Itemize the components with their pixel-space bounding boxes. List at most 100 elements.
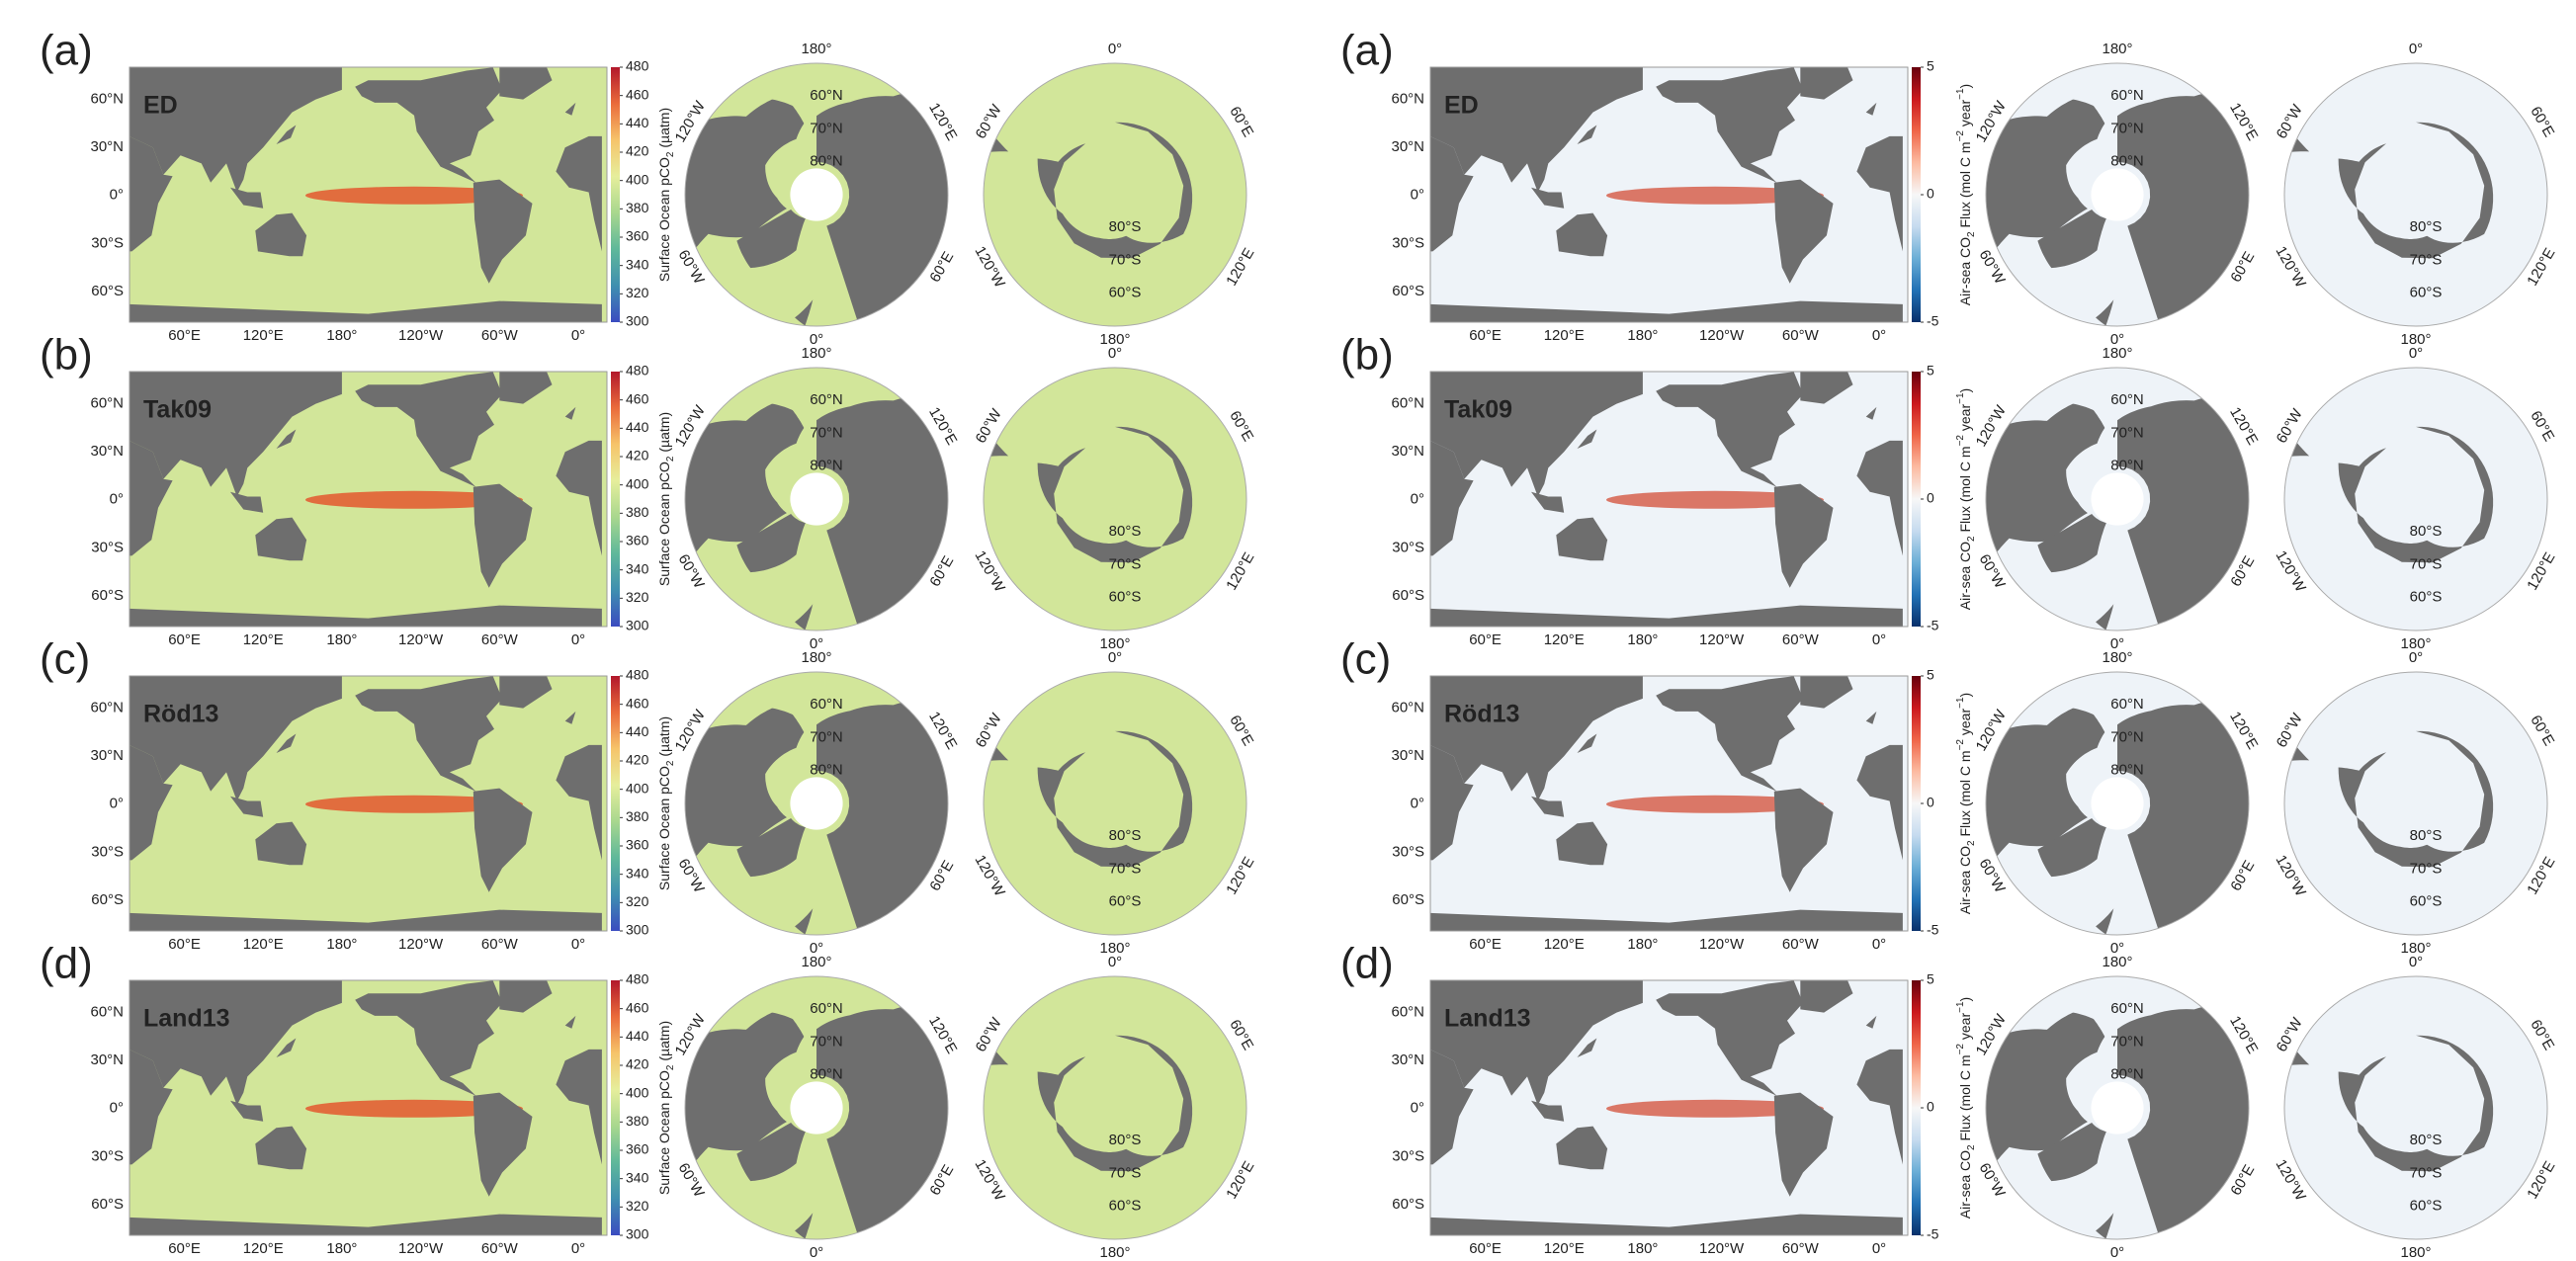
colorbar-tick-label: 320 <box>626 893 649 909</box>
polar-lat-label: 80°N <box>2110 1066 2144 1083</box>
lon-label: 0° <box>1872 327 1886 344</box>
lat-label: 60°N <box>1391 700 1424 716</box>
lon-label: 120°E <box>243 1240 284 1257</box>
map-row: (c)Röd1360°N30°N0°30°S60°S60°E120°E180°1… <box>1340 575 2558 986</box>
lon-label: 60°W <box>1782 327 1820 344</box>
lat-label: 30°S <box>1392 539 1424 555</box>
polar-lat-label: 80°N <box>810 153 843 170</box>
polar-lat-label: 70°N <box>810 120 843 136</box>
polar-lat-label: 80°N <box>810 1066 843 1083</box>
lat-label: 60°N <box>1391 395 1424 412</box>
label-part: (µatm) <box>656 1021 672 1065</box>
colorbar-tick-label: 420 <box>626 143 649 159</box>
polar-lat-label: 80°N <box>2110 153 2144 170</box>
lat-label: 0° <box>1411 1100 1424 1117</box>
label-part: year <box>1957 404 1973 435</box>
colorbar-tick-label: 320 <box>626 589 649 605</box>
lon-label: 0° <box>571 936 585 953</box>
polar-lat-label: 80°S <box>2410 218 2443 235</box>
label-part: Flux (mol C m <box>1957 1054 1973 1144</box>
polar-lat-label: 70°S <box>2410 1164 2443 1181</box>
colorbar <box>1912 676 1921 931</box>
polar-lon-label: 0° <box>2409 954 2423 970</box>
colorbar-tick-label: 440 <box>626 419 649 435</box>
lon-label: 120°W <box>398 936 444 953</box>
lon-label: 120°W <box>398 327 444 344</box>
colorbar-tick-label: 340 <box>626 865 649 881</box>
label-part: Air-sea CO <box>1957 542 1973 610</box>
panel-label: (c) <box>1340 635 1391 684</box>
colorbar-tick-label: 440 <box>626 115 649 130</box>
colorbar-tick-label: -5 <box>1927 618 1939 633</box>
colorbar-tick-label: 400 <box>626 780 649 796</box>
lon-label: 60°E <box>1469 631 1502 648</box>
colorbar-tick-label: 5 <box>1927 971 1934 987</box>
lat-label: 60°N <box>1391 91 1424 108</box>
lat-label: 60°S <box>91 1196 124 1213</box>
polar-lon-label: 180° <box>2102 649 2132 666</box>
lon-label: 120°W <box>1699 631 1745 648</box>
lon-label: 120°W <box>398 1240 444 1257</box>
polar-lon-label: 0° <box>1108 649 1122 666</box>
polar-lon-label: 180° <box>801 954 831 970</box>
polar-lat-label: 70°S <box>2410 555 2443 572</box>
polar-lat-label: 60°N <box>810 87 843 104</box>
colorbar-tick-label: 340 <box>626 256 649 272</box>
colorbar-tick-label: 5 <box>1927 58 1934 74</box>
panel-label: (c) <box>40 635 90 684</box>
colorbar-tick-label: 460 <box>626 999 649 1015</box>
polar-lat-label: 60°S <box>2410 589 2443 606</box>
colorbar-tick-label: 460 <box>626 390 649 406</box>
lon-label: 120°E <box>1544 1240 1585 1257</box>
lat-label: 30°N <box>90 138 124 155</box>
polar-lat-label: 70°N <box>810 424 843 441</box>
lat-label: 60°N <box>90 91 124 108</box>
dataset-name: Tak09 <box>143 396 212 424</box>
polar-lat-label: 70°S <box>1109 555 1142 572</box>
polar-lat-label: 70°S <box>2410 251 2443 268</box>
lat-label: 60°S <box>1392 891 1424 908</box>
polar-lon-label: 180° <box>1099 1244 1130 1261</box>
lon-label: 60°E <box>168 936 201 953</box>
sea-ice <box>2091 777 2143 829</box>
lon-label: 120°W <box>1699 936 1745 953</box>
lon-label: 60°E <box>1469 1240 1502 1257</box>
colorbar-tick-label: 460 <box>626 695 649 711</box>
label-part: −2 <box>1955 739 1966 751</box>
lon-label: 180° <box>1627 936 1658 953</box>
polar-lat-label: 80°N <box>2110 458 2144 474</box>
polar-lat-label: 60°S <box>2410 1198 2443 1215</box>
dataset-name: Tak09 <box>1444 396 1512 424</box>
colorbar-tick-label: 360 <box>626 1141 649 1157</box>
lat-label: 60°N <box>90 395 124 412</box>
colorbar-tick-label: 480 <box>626 58 649 74</box>
polar-lat-label: 80°S <box>1109 827 1142 844</box>
colorbar-tick-label: 300 <box>626 313 649 329</box>
dataset-name: Land13 <box>1444 1005 1531 1033</box>
label-part: Air-sea CO <box>1957 237 1973 305</box>
lat-label: 0° <box>110 1100 124 1117</box>
colorbar-tick-label: 380 <box>626 200 649 215</box>
panel-label: (b) <box>1340 331 1394 379</box>
sea-ice <box>790 168 842 220</box>
dataset-name: Röd13 <box>143 701 218 728</box>
colorbar-tick-label: 360 <box>626 837 649 853</box>
polar-lat-label: 80°N <box>810 762 843 779</box>
lon-label: 60°W <box>1782 936 1820 953</box>
lat-label: 30°N <box>90 1051 124 1068</box>
lat-label: 0° <box>110 796 124 812</box>
lat-label: 0° <box>110 491 124 508</box>
colorbar-tick-label: 0 <box>1927 795 1934 810</box>
colorbar-tick-label: 400 <box>626 171 649 187</box>
lat-label: 60°S <box>91 587 124 604</box>
map-row: (d)Land1360°N30°N0°30°S60°S60°E120°E180°… <box>1340 880 2558 1261</box>
colorbar <box>1912 980 1921 1235</box>
colorbar-tick-label: 400 <box>626 1084 649 1100</box>
colorbar <box>611 67 620 322</box>
dataset-name: Röd13 <box>1444 701 1519 728</box>
label-part: −1 <box>1955 392 1966 404</box>
lat-label: 0° <box>1411 491 1424 508</box>
label-part: Surface Ocean pCO <box>656 1070 672 1195</box>
